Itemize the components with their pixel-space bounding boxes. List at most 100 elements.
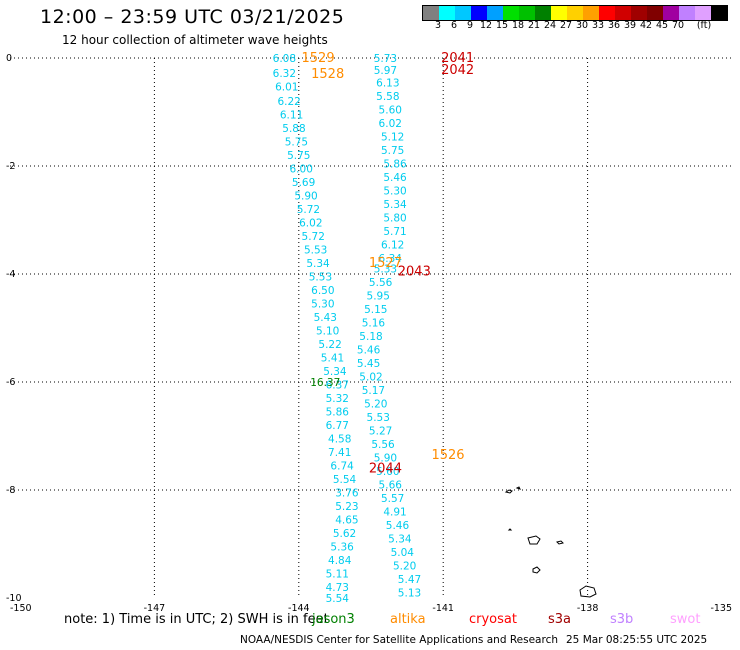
island-outline	[515, 486, 521, 490]
wave-height-value: 5.90	[374, 453, 397, 465]
color-tick-label: 18	[511, 20, 525, 31]
wave-height-value: 5.41	[321, 353, 344, 365]
x-tick-label: -147	[144, 603, 166, 614]
wave-height-value: 5.56	[371, 439, 395, 451]
color-swatch-8	[551, 6, 567, 20]
wave-height-value: 5.11	[326, 569, 349, 581]
wave-height-value: 5.60	[379, 104, 402, 116]
wave-height-value: 5.15	[364, 304, 387, 316]
wave-height-value: 5.20	[393, 561, 416, 573]
wave-height-value: 5.62	[333, 528, 356, 540]
x-tick-label: -135	[710, 603, 732, 614]
wave-height-value: 4.58	[328, 434, 351, 446]
wave-height-value: 4.84	[328, 555, 352, 567]
wave-height-value: 5.90	[294, 191, 317, 203]
island-outline	[532, 566, 541, 574]
pass-time-label: 1529	[302, 51, 335, 66]
wave-height-value: 5.57	[381, 493, 404, 505]
chart-title: 12:00 – 23:59 UTC 03/21/2025	[40, 6, 345, 28]
legend-s3a: s3a	[548, 612, 572, 627]
legend-altika: altika	[390, 612, 426, 627]
y-tick-label: -8	[6, 485, 15, 496]
wave-height-value: 5.69	[292, 177, 315, 189]
wave-height-value: 5.53	[304, 245, 327, 257]
wave-height-value: 5.27	[369, 426, 392, 438]
pass-time-label: 1527	[369, 256, 402, 271]
color-swatch-16	[679, 6, 695, 20]
wave-height-value: 5.30	[311, 299, 334, 311]
y-tick-label: -10	[6, 593, 22, 604]
color-swatch-4	[487, 6, 503, 20]
wave-height-value: 5.18	[359, 331, 382, 343]
color-swatch-17	[695, 6, 711, 20]
color-tick-label: 9	[466, 20, 474, 31]
pass-time-label: 2042	[441, 63, 474, 78]
wave-height-value: 5.34	[323, 366, 347, 378]
color-swatch-11	[599, 6, 615, 20]
color-tick-label: 21	[527, 20, 541, 31]
wave-height-value: 5.53	[309, 272, 332, 284]
wave-height-value: 6.50	[311, 285, 334, 297]
island-outline	[504, 489, 513, 494]
wave-height-value: 5.71	[383, 226, 406, 238]
color-unit-label: (ft)	[696, 20, 712, 31]
island-outline	[507, 528, 513, 531]
wave-height-value: 5.97	[374, 65, 397, 77]
color-swatch-14	[647, 6, 663, 20]
wave-height-value: 5.33	[374, 264, 397, 276]
color-tick-label: 6	[450, 20, 458, 31]
wave-height-value: 5.02	[359, 372, 382, 384]
wave-height-value: 5.10	[316, 326, 339, 338]
wave-height-value: 5.66	[379, 480, 403, 492]
x-tick-label: -141	[432, 603, 454, 614]
wave-height-value: 5.72	[302, 231, 325, 243]
wave-height-value: 4.73	[326, 582, 349, 594]
legend-cryosat: cryosat	[469, 612, 517, 627]
x-tick-label: -138	[577, 603, 599, 614]
color-swatch-0	[423, 6, 439, 20]
wave-height-value: 5.04	[391, 547, 415, 559]
wave-height-value: 5.72	[297, 204, 320, 216]
wave-height-value: 6.11	[280, 110, 303, 122]
wave-height-value: 5.32	[326, 393, 349, 405]
wave-height-value: 5.12	[381, 131, 404, 143]
color-tick-label: 36	[607, 20, 621, 31]
pass-time-label: 2044	[369, 461, 402, 476]
wave-height-value: 5.46	[383, 172, 407, 184]
footer-note: note: 1) Time is in UTC; 2) SWH is in fe…	[64, 612, 329, 627]
wave-height-value: 5.20	[364, 399, 387, 411]
wave-height-value: 7.41	[328, 447, 351, 459]
color-swatch-10	[583, 6, 599, 20]
wave-height-value: 5.46	[357, 345, 381, 357]
wave-height-value: 5.30	[383, 185, 406, 197]
wave-height-value-highlight: 16.37	[310, 377, 340, 389]
y-tick-label: -2	[6, 161, 15, 172]
color-tick-label: 27	[559, 20, 573, 31]
wave-height-value: 6.02	[379, 118, 402, 130]
color-swatch-9	[567, 6, 583, 20]
color-swatch-1	[439, 6, 455, 20]
color-tick-label: 39	[623, 20, 637, 31]
wave-height-value: 6.08	[273, 53, 296, 65]
wave-height-value: 5.47	[398, 574, 421, 586]
wave-height-value: 6.22	[277, 96, 300, 108]
wave-height-value: 5.56	[369, 277, 393, 289]
wave-height-value: 6.32	[273, 68, 296, 80]
island-outline	[579, 585, 597, 598]
credit-line: NOAA/NESDIS Center for Satellite Applica…	[240, 634, 558, 646]
pass-time-label: 2043	[398, 264, 431, 279]
wave-height-value: 5.16	[362, 318, 386, 330]
wave-height-value: 5.46	[386, 520, 410, 532]
wave-height-value: 5.95	[367, 291, 390, 303]
wave-height-value: 5.43	[314, 312, 337, 324]
wave-height-value: 6.00	[290, 164, 313, 176]
color-swatch-12	[615, 6, 631, 20]
y-tick-label: -6	[6, 377, 15, 388]
wave-height-value: 5.60	[376, 466, 399, 478]
wave-height-value: 5.73	[374, 53, 397, 65]
wave-height-value: 5.88	[282, 123, 305, 135]
color-swatch-6	[519, 6, 535, 20]
wave-height-value: 6.02	[299, 218, 322, 230]
color-tick-label: 33	[591, 20, 605, 31]
